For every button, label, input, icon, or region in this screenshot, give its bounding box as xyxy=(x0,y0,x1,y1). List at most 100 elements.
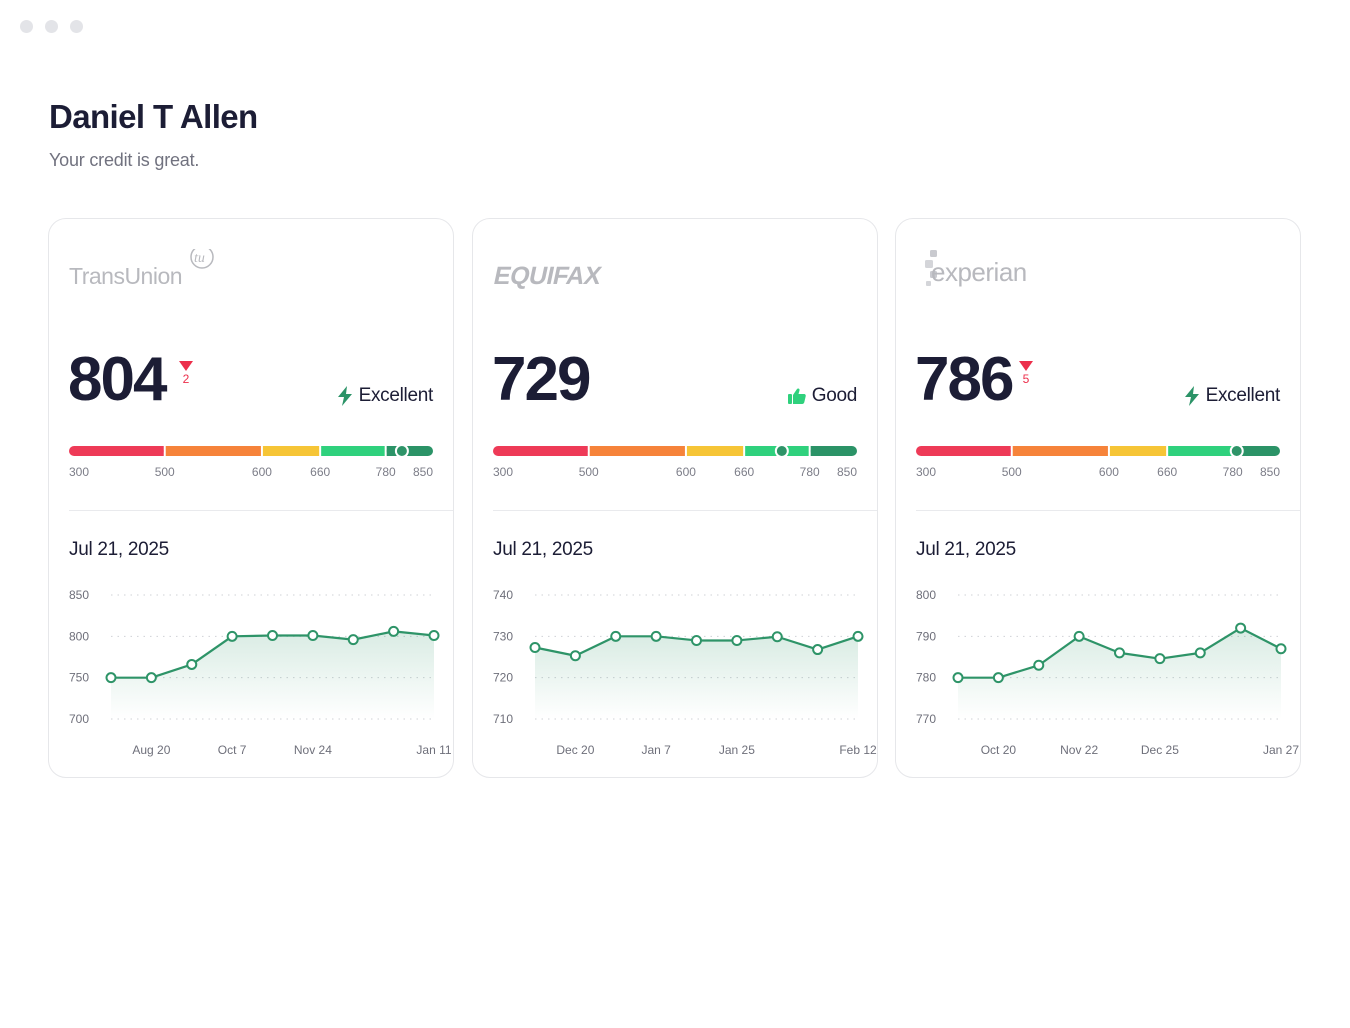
scale-tick-label: 300 xyxy=(69,465,90,479)
score-history-chart[interactable]: 740 730 720 710 Dec 20 Jan 7 Jan 25 Feb 12 xyxy=(473,579,877,769)
series-area xyxy=(111,631,434,719)
score-row: 729 Good xyxy=(492,347,857,427)
y-axis-tick-label: 790 xyxy=(916,629,936,643)
y-axis-tick-label: 700 xyxy=(69,712,89,726)
transunion-logo: TransUnion tu xyxy=(69,249,269,309)
data-point xyxy=(428,630,440,642)
score-scale-labels: 300 500 600 660 780 850 xyxy=(493,465,857,479)
score-rating-label: Excellent xyxy=(1205,385,1281,406)
score-rating: Excellent xyxy=(337,385,433,407)
score-scale-bar xyxy=(69,446,433,456)
down-arrow-icon xyxy=(1019,361,1033,371)
score-scale-labels: 300 500 600 660 780 850 xyxy=(916,465,1280,479)
card-divider xyxy=(493,510,877,511)
x-axis-tick-label: Aug 20 xyxy=(132,743,170,757)
scale-segment xyxy=(686,446,744,456)
x-axis-tick-label: Oct 20 xyxy=(981,743,1017,757)
y-axis-tick-label: 850 xyxy=(69,588,89,602)
scale-segment xyxy=(1012,446,1108,456)
history-date: Jul 21, 2025 xyxy=(916,539,1016,560)
scale-segment xyxy=(165,446,261,456)
scale-tick-label: 500 xyxy=(1001,465,1022,479)
scale-segment-fill xyxy=(1233,446,1275,456)
series-area xyxy=(535,636,858,719)
x-axis-tick-label: Jan 11 xyxy=(416,743,451,757)
data-point xyxy=(992,672,1004,684)
y-axis-tick-label: 750 xyxy=(69,671,89,685)
down-arrow-icon xyxy=(179,361,193,371)
data-point xyxy=(388,625,400,637)
data-point xyxy=(145,672,157,684)
data-point xyxy=(1073,630,1085,642)
score-marker xyxy=(1229,446,1244,456)
scale-tick-label: 660 xyxy=(1157,465,1178,479)
x-axis-tick-label: Nov 22 xyxy=(1060,743,1098,757)
scale-segment xyxy=(262,446,320,456)
score-rating: Good xyxy=(787,385,858,407)
scale-tick-label: 780 xyxy=(375,465,396,479)
page-title: Daniel T Allen xyxy=(49,98,258,135)
score-change: 5 xyxy=(1019,361,1033,386)
data-point xyxy=(610,630,622,642)
scale-tick-label: 300 xyxy=(916,465,937,479)
x-axis-tick-label: Dec 25 xyxy=(1141,743,1179,757)
score-scale-labels: 300 500 600 660 780 850 xyxy=(69,465,433,479)
scale-segment xyxy=(321,446,385,456)
y-axis-tick-label: 800 xyxy=(916,588,936,602)
window-controls xyxy=(20,20,83,33)
svg-text:experian: experian xyxy=(931,257,1027,287)
scale-tick-label: 300 xyxy=(493,465,514,479)
maximize-window-dot[interactable] xyxy=(70,20,83,33)
data-point xyxy=(1114,647,1125,659)
scale-segment-fill xyxy=(74,446,164,456)
data-point xyxy=(812,644,824,656)
x-axis-tick-label: Jan 7 xyxy=(641,743,671,757)
history-date: Jul 21, 2025 xyxy=(493,539,593,560)
data-point xyxy=(347,634,359,646)
credit-score: 786 xyxy=(915,345,1014,414)
page-subtitle: Your credit is great. xyxy=(49,150,200,170)
data-point xyxy=(105,672,117,684)
score-rating-label: Good xyxy=(811,385,858,406)
bolt-icon xyxy=(1184,386,1199,406)
score-scale-bar xyxy=(493,446,857,456)
score-row: 804 2 Excellent xyxy=(68,347,433,427)
score-history-chart[interactable]: 850 800 750 700 Aug 20 Oct 7 Nov 24 Jan 11 xyxy=(49,579,453,769)
data-point xyxy=(731,634,743,646)
y-axis-tick-label: 740 xyxy=(493,588,513,602)
scale-tick-label: 660 xyxy=(310,465,331,479)
x-axis-tick-label: Nov 24 xyxy=(294,743,332,757)
scale-tick-label: 780 xyxy=(1222,465,1243,479)
data-point xyxy=(691,634,702,646)
scale-tick-label: 850 xyxy=(412,465,433,479)
credit-score: 804 xyxy=(68,345,167,414)
score-marker xyxy=(774,446,789,456)
scale-tick-label: 500 xyxy=(578,465,599,479)
scale-segment-fill xyxy=(921,446,1011,456)
data-point xyxy=(226,630,238,642)
thumbs-up-icon xyxy=(787,388,806,404)
minimize-window-dot[interactable] xyxy=(45,20,58,33)
close-window-dot[interactable] xyxy=(20,20,33,33)
svg-text:TransUnion: TransUnion xyxy=(69,263,182,289)
scale-tick-label: 600 xyxy=(251,465,272,479)
card-divider xyxy=(916,510,1300,511)
data-point xyxy=(771,631,783,643)
data-point xyxy=(1235,622,1247,634)
scale-segment xyxy=(1168,446,1232,456)
credit-card-equifax[interactable]: EQUIFAX 729 Good 300 500 600 660 780 850 Jul … xyxy=(472,218,878,778)
data-point xyxy=(952,672,964,684)
score-rating: Excellent xyxy=(1184,385,1280,407)
scale-tick-label: 780 xyxy=(799,465,820,479)
credit-card-experian[interactable]: experian 786 5 Excellent 300 500 600 660 780… xyxy=(895,218,1301,778)
card-divider xyxy=(69,510,453,511)
credit-score: 729 xyxy=(492,345,591,414)
data-point xyxy=(267,630,278,642)
credit-card-transunion[interactable]: TransUnion tu 804 2 Excellent 300 500 600 6… xyxy=(48,218,454,778)
scale-tick-label: 850 xyxy=(836,465,857,479)
data-point xyxy=(1154,653,1166,665)
score-history-chart[interactable]: 800 790 780 770 Oct 20 Nov 22 Dec 25 Jan 27 xyxy=(896,579,1300,769)
data-point xyxy=(1194,647,1206,659)
data-point xyxy=(569,650,581,662)
score-rating-label: Excellent xyxy=(358,385,434,406)
